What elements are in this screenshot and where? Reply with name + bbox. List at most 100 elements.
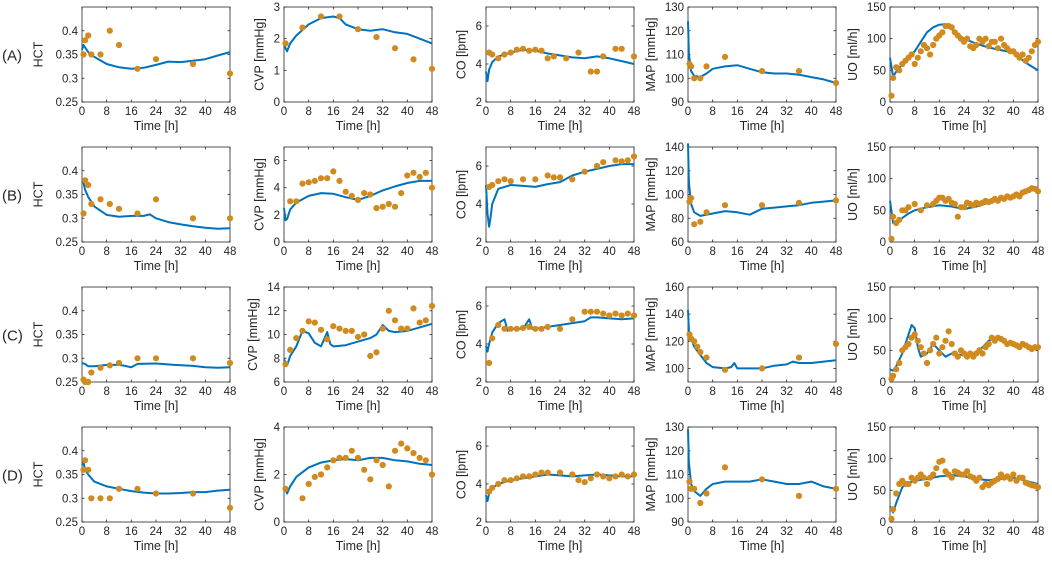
x-tick-label: 8 [103, 106, 109, 118]
x-tick-label: 24 [554, 106, 567, 118]
x-tick-label: 0 [281, 526, 287, 538]
x-tick-label: 32 [780, 386, 793, 398]
x-tick-label: 48 [628, 386, 641, 398]
data-point [618, 312, 625, 319]
data-point [1034, 344, 1042, 351]
x-tick-label: 40 [805, 106, 818, 118]
x-tick-label: 0 [281, 246, 287, 258]
data-point [575, 477, 582, 484]
x-tick-label: 24 [352, 526, 365, 538]
data-point [920, 474, 928, 481]
y-tick-label: 0 [880, 517, 886, 529]
data-point [550, 174, 557, 181]
x-tick-label: 16 [529, 526, 542, 538]
x-tick-label: 16 [731, 526, 744, 538]
data-point [758, 476, 766, 483]
data-point [945, 328, 952, 335]
y-axis-label: MAP [mmHg] [644, 437, 658, 511]
x-axis-label: Time [h] [134, 119, 179, 133]
x-tick-label: 8 [709, 246, 715, 258]
y-tick-label: 130 [665, 422, 684, 434]
data-point [908, 51, 915, 58]
data-point [1025, 54, 1032, 61]
data-point [538, 47, 545, 54]
data-point [404, 172, 411, 179]
data-point [1034, 38, 1042, 45]
x-tick-label: 8 [709, 386, 715, 398]
y-tick-label: 150 [867, 142, 886, 154]
data-point [282, 40, 289, 47]
data-point [563, 55, 570, 62]
data-point [795, 199, 803, 206]
data-point [501, 477, 508, 484]
data-point [905, 480, 912, 488]
data-point [612, 473, 619, 480]
y-axis-label: HCT [31, 41, 45, 67]
data-point [606, 312, 613, 319]
data-point [348, 192, 355, 199]
data-point [948, 474, 955, 481]
data-point [385, 483, 392, 490]
data-point [410, 450, 417, 457]
data-point [361, 331, 368, 338]
y-tick-label: 140 [665, 309, 684, 321]
x-tick-label: 32 [376, 526, 389, 538]
data-point [890, 506, 897, 513]
data-point [361, 466, 368, 473]
data-point [942, 337, 949, 344]
x-tick-label: 24 [150, 246, 163, 258]
y-tick-label: 0.4 [62, 166, 79, 178]
y-tick-label: 0.4 [62, 446, 79, 458]
x-tick-label: 16 [933, 526, 946, 538]
axes-frame [283, 6, 433, 103]
data-point [1034, 484, 1042, 491]
data-point [354, 26, 362, 33]
x-tick-label: 32 [174, 106, 187, 118]
data-point [888, 235, 895, 242]
data-point [923, 480, 931, 488]
y-tick-label: 4 [476, 199, 483, 211]
data-point [416, 454, 423, 461]
data-point [422, 317, 429, 324]
x-tick-label: 24 [958, 106, 971, 118]
data-point [342, 188, 349, 195]
y-tick-label: 100 [665, 73, 684, 85]
x-tick-label: 48 [628, 106, 641, 118]
data-point [489, 484, 496, 491]
y-tick-label: 0.25 [56, 237, 78, 249]
data-point [556, 174, 564, 181]
y-axis-label: UO [ml/h] [846, 168, 860, 221]
data-point [486, 359, 493, 367]
data-point [1007, 475, 1014, 482]
x-axis-label: Time [h] [134, 399, 179, 413]
x-tick-label: 16 [731, 246, 744, 258]
data-point [703, 490, 710, 497]
row-label: (A) [2, 48, 22, 65]
x-tick-label: 40 [1007, 246, 1020, 258]
x-axis-label: Time [h] [336, 259, 381, 273]
data-point [917, 207, 924, 214]
data-point [691, 338, 698, 345]
data-point [951, 200, 958, 208]
data-point [501, 176, 508, 183]
data-point [287, 198, 294, 205]
y-tick-label: 2 [476, 377, 482, 389]
data-point [330, 323, 337, 330]
y-axis-label: HCT [31, 321, 45, 347]
x-tick-label: 8 [103, 386, 109, 398]
data-point [342, 454, 349, 461]
data-point [115, 485, 123, 492]
x-tick-label: 32 [174, 526, 187, 538]
y-axis-label: UO [ml/h] [846, 28, 860, 81]
y-tick-label: 4 [476, 339, 483, 351]
data-point [526, 473, 533, 480]
x-tick-label: 32 [780, 106, 793, 118]
y-tick-label: 0.25 [56, 377, 78, 389]
x-tick-label: 32 [174, 386, 187, 398]
x-tick-label: 40 [1007, 386, 1020, 398]
data-point [88, 51, 95, 58]
data-point [324, 175, 331, 182]
data-point [832, 340, 840, 348]
data-point [226, 359, 234, 367]
data-point [526, 47, 533, 54]
